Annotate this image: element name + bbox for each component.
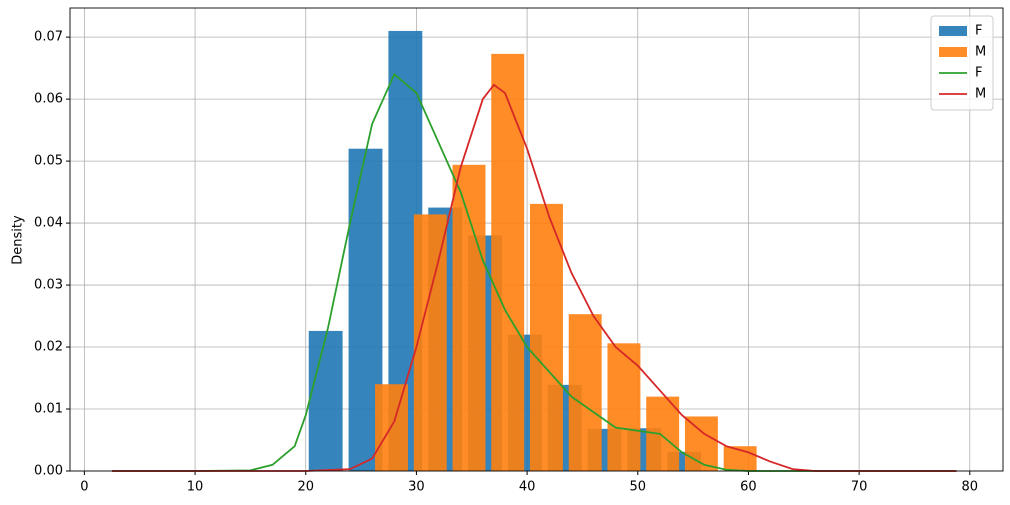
x-tick-label: 20 <box>297 480 314 495</box>
kde-line <box>112 72 957 472</box>
legend-label: M <box>975 87 986 102</box>
y-axis-label: Density <box>11 215 26 265</box>
legend-label: F <box>975 24 982 39</box>
bar <box>684 416 718 471</box>
x-tick-label: 40 <box>519 480 536 495</box>
bar <box>529 203 563 471</box>
x-tick-label: 10 <box>187 480 204 495</box>
bar <box>452 164 486 472</box>
x-tick-label: 80 <box>962 480 979 495</box>
y-tick-label: 0.02 <box>34 340 63 355</box>
legend-swatch <box>939 47 967 57</box>
y-tick-label: 0.07 <box>34 30 63 45</box>
y-tick-label: 0.00 <box>34 464 63 479</box>
x-tick-label: 0 <box>80 480 88 495</box>
x-tick-label: 60 <box>740 480 757 495</box>
x-tick-label: 70 <box>851 480 868 495</box>
plot-frame <box>69 7 1004 472</box>
kde-line <box>112 83 957 472</box>
bar <box>413 214 447 471</box>
legend-frame <box>930 15 994 111</box>
y-tick-label: 0.04 <box>34 216 63 231</box>
y-tick-label: 0.06 <box>34 92 63 107</box>
bar <box>308 330 343 471</box>
y-tick-label: 0.05 <box>34 154 63 169</box>
x-tick-label: 50 <box>629 480 646 495</box>
legend-label: M <box>975 45 986 60</box>
bar <box>568 314 602 471</box>
x-tick-label: 30 <box>408 480 425 495</box>
y-tick-label: 0.03 <box>34 278 63 293</box>
legend-label: F <box>975 66 982 81</box>
bar <box>491 53 525 472</box>
bar <box>607 343 641 471</box>
y-tick-label: 0.01 <box>34 402 63 417</box>
legend-swatch <box>939 26 967 36</box>
bar <box>646 396 680 471</box>
